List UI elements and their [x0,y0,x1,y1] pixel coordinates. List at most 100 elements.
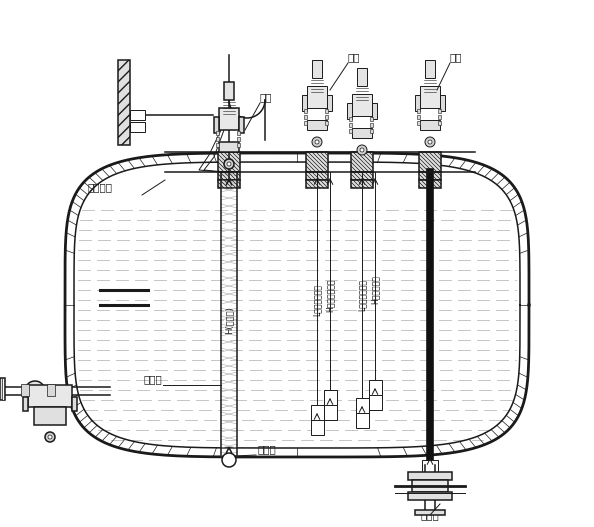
Text: 防波管: 防波管 [143,374,162,384]
Bar [307,120,327,130]
Circle shape [312,137,322,147]
Bar [325,115,328,119]
Bar [347,103,352,119]
Bar [302,95,307,111]
Bar [420,120,440,130]
Bar [351,152,373,172]
Text: 导气电缆: 导气电缆 [88,182,113,192]
Text: 容器低: 容器低 [258,444,277,454]
Bar [218,172,240,180]
Bar [415,510,445,515]
Bar [370,123,373,127]
Bar [28,385,72,407]
Circle shape [357,145,367,155]
Circle shape [224,159,234,169]
Bar [325,121,328,125]
Bar [216,143,219,147]
Text: H（测量液位）: H（测量液位） [326,278,334,312]
Bar [417,121,420,125]
Bar [307,86,327,108]
Bar [438,115,441,119]
Bar [2,378,4,400]
Circle shape [315,140,319,144]
Bar [438,121,441,125]
Bar [324,390,337,405]
Bar [369,390,382,410]
Bar [408,492,452,500]
Bar [216,137,219,141]
Bar [419,180,441,188]
Bar [312,60,322,78]
Bar [327,95,332,111]
Bar [214,117,219,133]
Circle shape [222,453,236,467]
Circle shape [428,140,432,144]
Bar [351,172,373,180]
Bar [438,109,441,113]
Bar [349,117,352,121]
Bar [415,95,420,111]
Bar [304,109,307,113]
Bar [357,68,367,86]
Text: 法兰: 法兰 [348,52,361,62]
Bar [72,397,77,411]
Bar [349,129,352,133]
Bar [351,180,373,188]
Bar [118,60,130,145]
Bar [352,128,372,138]
Bar [219,108,239,130]
Bar [408,472,452,480]
Bar [306,180,328,188]
Bar [419,172,441,180]
Bar [47,384,55,396]
Bar [311,415,324,435]
Bar [349,123,352,127]
Bar [218,152,240,172]
Bar [425,60,435,78]
Circle shape [25,381,45,401]
Circle shape [425,137,435,147]
Bar [370,117,373,121]
Bar [420,86,440,108]
Bar [304,121,307,125]
Bar [304,115,307,119]
Bar [372,103,377,119]
Bar [370,129,373,133]
Bar [219,142,239,152]
Bar [419,152,441,172]
Bar [325,109,328,113]
Bar [412,480,448,492]
Bar [311,405,324,420]
Text: 法兰: 法兰 [450,52,463,62]
Bar [237,137,240,141]
Text: H（仅装载）: H（仅装载） [371,276,380,305]
Bar [21,384,29,396]
Bar [306,172,328,180]
Text: 排污阀: 排污阀 [421,510,440,520]
Bar [237,143,240,147]
Bar [306,152,328,172]
Bar [224,82,234,100]
Bar [440,95,445,111]
Bar [237,131,240,135]
Circle shape [360,148,364,152]
Bar [417,115,420,119]
Bar [239,117,244,133]
Bar [0,378,5,400]
Text: L（测量液位）: L（测量液位） [358,279,366,311]
Bar [422,460,438,478]
Bar [356,408,369,428]
Text: L（测量液位）: L（测量液位） [312,284,321,316]
Bar [130,122,145,132]
Circle shape [48,435,52,439]
Bar [417,109,420,113]
Circle shape [227,162,231,166]
Bar [23,397,28,411]
Bar [130,110,145,120]
Bar [216,131,219,135]
Bar [356,398,369,413]
Bar [34,407,66,425]
Text: H(仅装载): H(仅装载) [225,306,233,334]
Text: 法兰: 法兰 [260,92,273,102]
Circle shape [45,432,55,442]
